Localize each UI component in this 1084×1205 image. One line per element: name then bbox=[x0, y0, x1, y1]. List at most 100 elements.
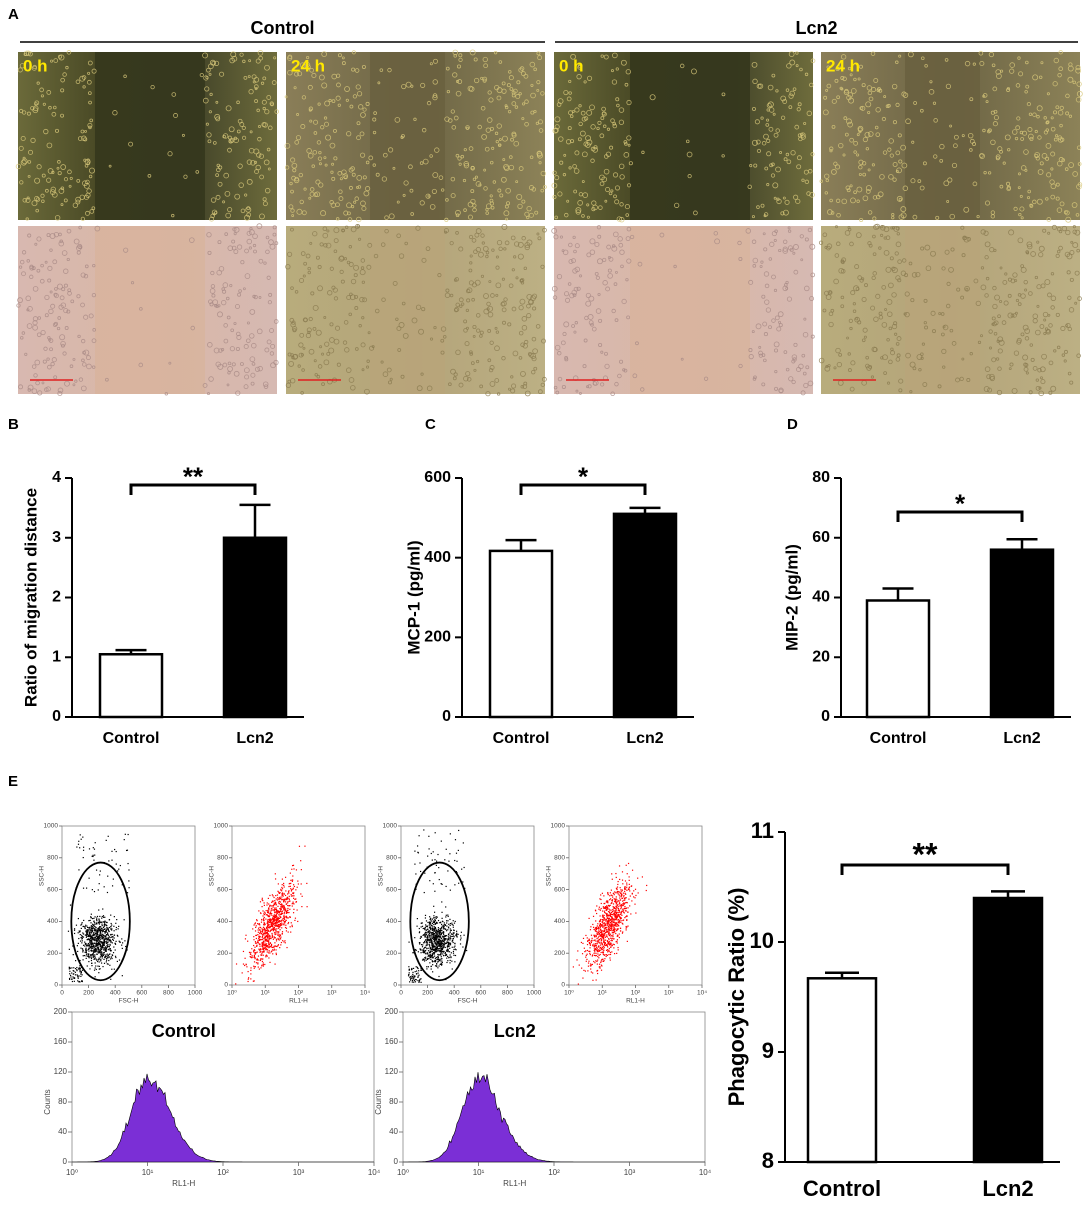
time-label: 24 h bbox=[826, 56, 860, 75]
cell bbox=[429, 204, 436, 210]
event-dot bbox=[290, 879, 292, 881]
cell bbox=[1029, 343, 1034, 347]
wound-gap bbox=[630, 226, 750, 394]
cell bbox=[617, 236, 623, 242]
cell bbox=[236, 129, 241, 134]
cell bbox=[562, 331, 567, 337]
cell bbox=[778, 388, 784, 394]
cell bbox=[618, 216, 625, 223]
event-dot bbox=[80, 838, 82, 840]
time-label: 0 h bbox=[23, 56, 48, 75]
event-dot bbox=[101, 952, 103, 954]
event-dot bbox=[98, 950, 100, 952]
cell bbox=[455, 90, 462, 97]
event-dot bbox=[281, 878, 283, 880]
event-dot bbox=[94, 976, 96, 978]
cell bbox=[47, 336, 51, 340]
event-dot bbox=[433, 917, 435, 919]
cell bbox=[619, 249, 625, 255]
cell bbox=[834, 253, 840, 258]
cell bbox=[908, 261, 913, 266]
cell bbox=[1057, 137, 1064, 143]
y-tick-label: 0 bbox=[442, 708, 451, 725]
event-dot bbox=[92, 929, 94, 932]
event-dot bbox=[94, 842, 96, 844]
cell bbox=[1016, 337, 1022, 343]
event-dot bbox=[265, 956, 267, 958]
y-axis-label: MIP-2 (pg/ml) bbox=[782, 544, 801, 651]
cell bbox=[489, 160, 494, 165]
event-dot bbox=[86, 945, 88, 947]
cell bbox=[1055, 182, 1060, 187]
cell bbox=[284, 165, 290, 170]
cell bbox=[58, 54, 65, 61]
cell bbox=[867, 168, 871, 172]
cell bbox=[783, 350, 788, 354]
event-dot bbox=[292, 897, 295, 899]
event-dot bbox=[425, 959, 427, 961]
cell bbox=[987, 128, 992, 133]
cell bbox=[398, 253, 405, 259]
cell bbox=[619, 174, 625, 180]
cell bbox=[818, 357, 825, 364]
cell bbox=[850, 360, 856, 366]
event-dot bbox=[287, 923, 289, 925]
event-dot bbox=[287, 917, 289, 919]
cell bbox=[1027, 243, 1033, 250]
cell bbox=[1055, 253, 1060, 258]
event-dot bbox=[87, 930, 89, 932]
cell bbox=[623, 140, 628, 144]
event-dot bbox=[281, 905, 283, 907]
cell bbox=[888, 326, 893, 331]
cell bbox=[358, 324, 362, 328]
event-dot bbox=[278, 914, 280, 916]
cell bbox=[1061, 353, 1066, 357]
event-dot bbox=[279, 910, 281, 913]
cell bbox=[257, 365, 263, 372]
cell bbox=[588, 295, 595, 302]
cell bbox=[272, 232, 277, 237]
cell bbox=[1015, 125, 1021, 131]
cell bbox=[321, 51, 328, 58]
event-dot bbox=[80, 973, 82, 975]
event-dot bbox=[79, 940, 82, 942]
bar bbox=[222, 536, 288, 719]
cell bbox=[289, 317, 295, 323]
cell bbox=[81, 75, 87, 80]
cell bbox=[251, 362, 256, 366]
cell bbox=[36, 332, 42, 338]
cell bbox=[72, 383, 76, 387]
event-dot bbox=[81, 940, 83, 942]
cell bbox=[53, 321, 58, 326]
cell bbox=[300, 391, 304, 395]
cell bbox=[847, 226, 851, 229]
cell bbox=[848, 368, 852, 372]
cell bbox=[1026, 196, 1031, 200]
cell bbox=[809, 82, 814, 88]
cell bbox=[274, 241, 279, 246]
event-dot bbox=[262, 941, 264, 943]
event-dot bbox=[281, 922, 283, 924]
cell bbox=[823, 95, 828, 100]
cell bbox=[458, 162, 462, 166]
cell bbox=[578, 104, 582, 108]
cell bbox=[819, 179, 823, 183]
cell bbox=[22, 197, 28, 203]
event-dot bbox=[94, 949, 96, 951]
event-dot bbox=[261, 953, 263, 955]
cell bbox=[195, 170, 200, 174]
event-dot bbox=[275, 953, 277, 956]
cell bbox=[685, 139, 690, 144]
cell bbox=[767, 84, 774, 91]
event-dot bbox=[262, 951, 264, 953]
cell bbox=[205, 122, 209, 126]
cell bbox=[1025, 250, 1029, 254]
y-tick-label: 1 bbox=[52, 648, 61, 665]
event-dot bbox=[92, 952, 94, 955]
event-dot bbox=[260, 921, 263, 923]
cell bbox=[29, 265, 35, 271]
cell bbox=[229, 284, 233, 288]
event-dot bbox=[431, 933, 433, 935]
cell bbox=[465, 126, 469, 130]
event-dot bbox=[421, 922, 423, 924]
